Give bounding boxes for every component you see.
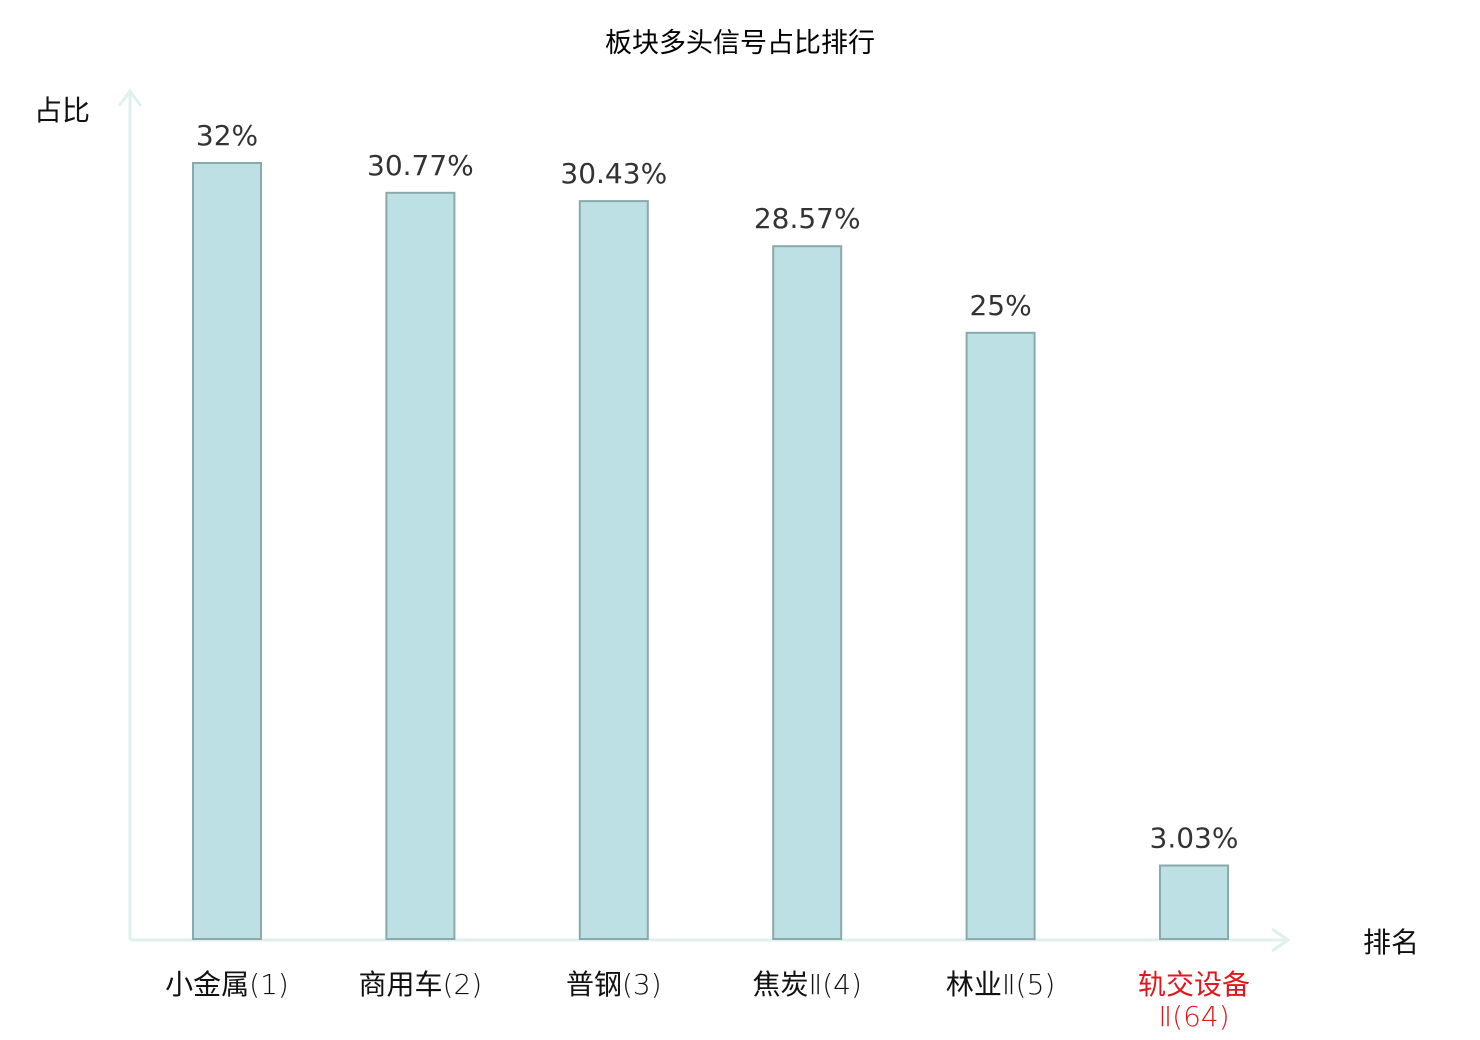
axes [117, 88, 1291, 953]
bar-value-label-6: 3.03% [1150, 822, 1239, 855]
x-tick-label-name-6: 轨交设备 [1138, 968, 1250, 1001]
x-axis-label: 排名 [1363, 926, 1419, 959]
x-tick-label-5: 林业Ⅱ(5) [946, 968, 1055, 1001]
bar-2 [385, 191, 456, 941]
value-labels-group: 32% 30.77% 30.43% 28.57% 25% 3.03% [196, 119, 1239, 855]
x-tick-label-name-3: 普钢 [566, 968, 622, 1001]
chart-title: 板块多头信号占比排行 [605, 28, 875, 59]
x-tick-label-rank-3: (3) [622, 968, 662, 1001]
x-tick-label-2: 商用车(2) [359, 968, 483, 1001]
bar-6 [1159, 864, 1229, 940]
x-tick-label-rank-6: Ⅱ(64) [1158, 1000, 1229, 1033]
x-tick-label-rank-2: (2) [443, 968, 483, 1001]
x-tick-label-3: 普钢(3) [566, 968, 662, 1001]
bar-value-label-3: 30.43% [560, 157, 667, 190]
x-tick-label-4: 焦炭Ⅱ(4) [752, 968, 861, 1001]
bar-value-label-4: 28.57% [754, 202, 861, 235]
y-axis-arrow-icon [117, 88, 143, 107]
x-tick-label-name-5: 林业 [946, 968, 1002, 1001]
x-tick-label-rank-5: Ⅱ(5) [1002, 968, 1055, 1001]
x-tick-label-rank-1: (1) [249, 968, 289, 1001]
x-tick-label-name-1: 小金属 [165, 968, 249, 1001]
bar-value-label-2: 30.77% [367, 149, 474, 182]
bar-4 [772, 245, 843, 940]
bar-value-label-1: 32% [196, 119, 258, 152]
bar-5 [965, 331, 1036, 941]
bar-3 [578, 200, 649, 941]
x-tick-label-name-2: 商用车 [359, 968, 443, 1001]
x-tick-label-1: 小金属(1) [165, 968, 289, 1001]
y-axis-label: 占比 [34, 94, 90, 127]
x-tick-label-rank-4: Ⅱ(4) [808, 968, 861, 1001]
x-tick-label-name-4: 焦炭 [752, 968, 808, 1001]
bars-group [192, 162, 1229, 941]
bar-value-label-5: 25% [969, 289, 1031, 322]
x-axis-arrow-icon [1271, 927, 1291, 953]
bar-1 [192, 162, 262, 940]
